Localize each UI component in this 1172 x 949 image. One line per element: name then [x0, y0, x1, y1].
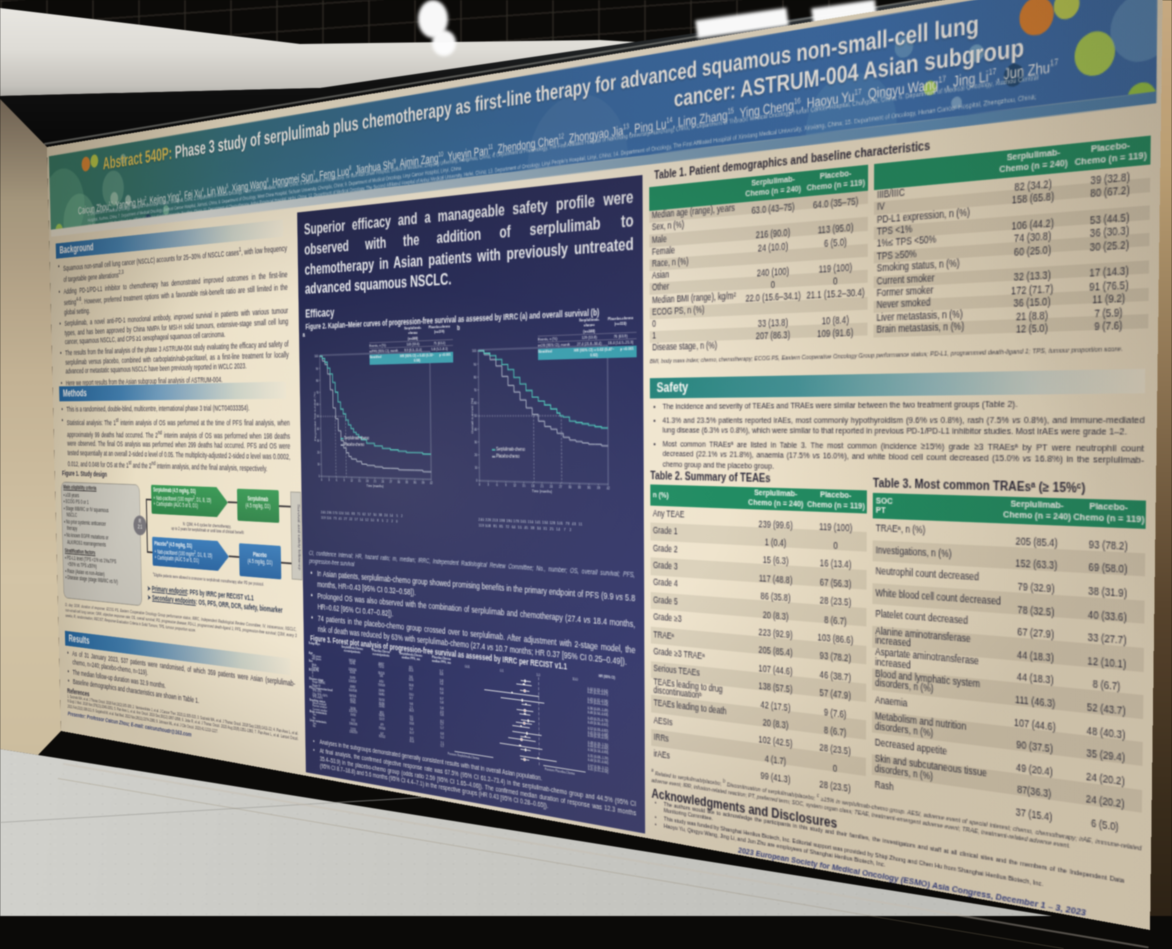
svg-text:33: 33	[405, 481, 408, 485]
svg-text:100: 100	[314, 355, 318, 359]
svg-text:42: 42	[607, 487, 611, 492]
svg-text:39: 39	[597, 487, 601, 492]
svg-text:30: 30	[474, 440, 478, 445]
svg-text:6: 6	[496, 484, 498, 489]
svg-text:0: 0	[479, 483, 481, 488]
svg-text:40: 40	[317, 427, 320, 431]
svg-text:100: 100	[472, 349, 477, 354]
svg-text:30: 30	[397, 481, 400, 485]
svg-text:20: 20	[474, 453, 478, 458]
svg-text:27: 27	[559, 485, 563, 490]
svg-text:70: 70	[474, 388, 478, 393]
svg-text:Progression-free survival (%): Progression-free survival (%)	[313, 392, 317, 441]
svg-text:60: 60	[474, 401, 478, 406]
svg-text:27: 27	[389, 481, 392, 485]
svg-text:10: 10	[475, 466, 479, 471]
svg-text:12: 12	[350, 479, 353, 483]
svg-text:15: 15	[522, 484, 526, 489]
svg-text:30: 30	[568, 486, 572, 491]
svg-text:60: 60	[316, 403, 319, 407]
svg-text:50: 50	[474, 414, 478, 419]
svg-text:6: 6	[336, 479, 338, 483]
svg-text:36: 36	[587, 486, 591, 491]
svg-text:80: 80	[474, 375, 478, 380]
svg-text:70: 70	[316, 391, 319, 395]
svg-text:50: 50	[317, 415, 320, 419]
svg-text:9: 9	[343, 479, 345, 483]
svg-text:Overall survival (%): Overall survival (%)	[470, 398, 475, 434]
svg-text:20: 20	[317, 451, 320, 455]
svg-text:80: 80	[316, 379, 319, 383]
svg-text:30: 30	[317, 439, 320, 443]
svg-text:3: 3	[487, 483, 489, 488]
svg-text:39: 39	[422, 481, 426, 485]
svg-text:15: 15	[358, 480, 361, 484]
svg-text:0: 0	[321, 479, 323, 483]
svg-text:3: 3	[328, 479, 330, 483]
svg-text:42: 42	[430, 482, 434, 487]
svg-text:40: 40	[474, 427, 478, 432]
svg-text:36: 36	[413, 481, 416, 485]
svg-text:33: 33	[578, 486, 582, 491]
svg-text:0: 0	[476, 479, 478, 484]
svg-text:0: 0	[319, 475, 321, 479]
svg-text:12: 12	[513, 484, 517, 489]
svg-text:9: 9	[505, 484, 507, 489]
svg-text:90: 90	[316, 367, 319, 371]
svg-text:10: 10	[317, 463, 320, 467]
svg-text:90: 90	[474, 362, 478, 367]
